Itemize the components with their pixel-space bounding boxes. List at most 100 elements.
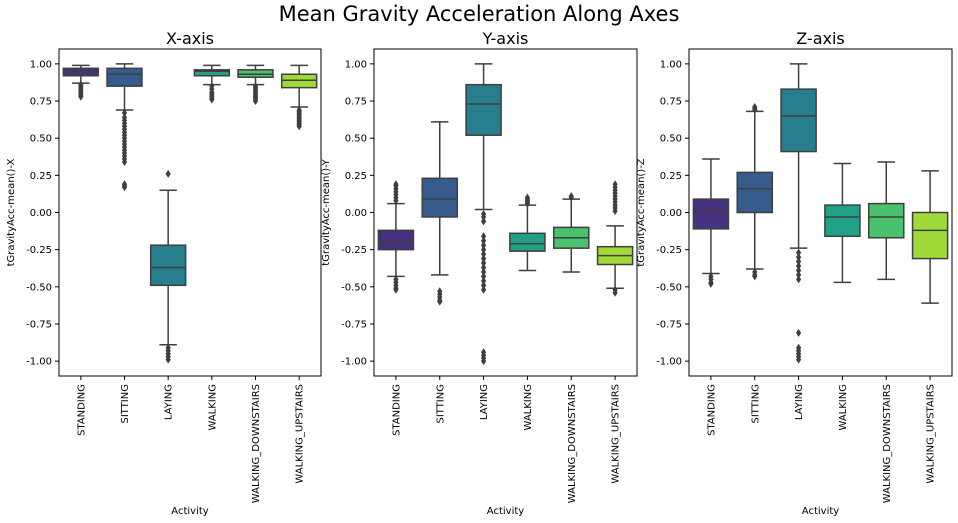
outlier-point xyxy=(480,272,487,281)
outlier-point xyxy=(121,157,128,166)
x-axis-label: Activity xyxy=(171,506,208,517)
x-tick-label: WALKING_DOWNSTAIRS xyxy=(251,384,262,503)
y-tick-label: 0.50 xyxy=(30,134,52,145)
outlier-point xyxy=(524,193,531,202)
outlier-point xyxy=(480,259,487,268)
outlier-point xyxy=(795,253,802,262)
x-axis-label: Activity xyxy=(487,506,524,517)
y-tick-label: -0.50 xyxy=(341,282,367,293)
outlier-point xyxy=(393,180,399,189)
outlier-point xyxy=(121,183,128,192)
y-tick-label: 0.25 xyxy=(30,171,52,182)
outlier-point xyxy=(795,257,802,266)
y-tick-label: 1.00 xyxy=(30,59,52,70)
box-body xyxy=(911,211,949,260)
box-sitting xyxy=(736,102,774,281)
figure-title: Mean Gravity Acceleration Along Axes xyxy=(278,2,680,26)
y-tick-label: -0.75 xyxy=(656,319,682,330)
box-body xyxy=(465,83,502,136)
box-body xyxy=(106,67,143,87)
y-axis-label: tGravityAcc-mean()-Z xyxy=(636,158,647,266)
outlier-point xyxy=(612,288,618,297)
y-axis-label: tGravityAcc-mean()-Y xyxy=(321,158,332,265)
box-standing xyxy=(62,64,100,101)
outlier-point xyxy=(437,297,443,306)
x-tick-label: LAYING xyxy=(479,384,490,420)
x-tick-label: LAYING xyxy=(164,384,175,420)
panel-1: X-axis -1.00 -0.75 -0.50 -0.25 0.00 0.25 0.50 0.… xyxy=(6,29,322,517)
box-body xyxy=(736,171,774,214)
outlier-point xyxy=(752,102,758,111)
box-body xyxy=(824,204,861,238)
outlier-point xyxy=(480,250,487,259)
y-tick-label: -0.25 xyxy=(26,245,52,256)
panel-2: Y-axis -1.00 -0.75 -0.50 -0.25 0.00 0.25 0.50 0.… xyxy=(321,29,638,517)
outlier-point xyxy=(795,328,802,337)
y-tick-label: -0.25 xyxy=(656,245,682,256)
x-tick-label: WALKING xyxy=(207,384,218,431)
box-walking xyxy=(193,64,231,104)
outlier-point xyxy=(480,212,487,221)
outlier-point xyxy=(795,262,802,271)
y-tick-label: -0.50 xyxy=(656,282,682,293)
outlier-point xyxy=(480,236,487,245)
outlier-point xyxy=(121,108,128,117)
y-tick-label: 1.00 xyxy=(345,59,367,70)
panel-title: Y-axis xyxy=(482,29,529,48)
box-body xyxy=(509,232,546,252)
y-tick-label: -0.75 xyxy=(341,319,367,330)
y-tick-label: 0.00 xyxy=(345,208,367,219)
box-body xyxy=(867,202,905,239)
box-body xyxy=(780,88,817,153)
y-tick-label: -0.50 xyxy=(26,282,52,293)
box-sitting xyxy=(106,63,143,192)
y-tick-label: 0.75 xyxy=(660,97,682,108)
outlier-point xyxy=(795,275,802,284)
x-tick-label: WALKING_UPSTAIRS xyxy=(295,384,306,484)
y-tick-label: 0.25 xyxy=(345,171,367,182)
x-tick-label: STANDING xyxy=(391,384,402,436)
box-standing xyxy=(692,158,730,288)
outlier-point xyxy=(480,285,487,294)
outlier-point xyxy=(708,279,714,288)
outlier-point xyxy=(480,241,487,250)
panel-title: X-axis xyxy=(166,29,214,48)
box-laying xyxy=(149,169,187,364)
box-standing xyxy=(377,180,415,294)
y-tick-label: 0.50 xyxy=(345,134,367,145)
box-walking xyxy=(509,193,546,272)
x-tick-label: WALKING xyxy=(838,384,849,431)
x-tick-label: SITTING xyxy=(435,384,446,424)
outlier-point xyxy=(795,248,802,257)
outlier-point xyxy=(795,270,802,279)
box-body xyxy=(421,177,459,218)
panel-title: Z-axis xyxy=(796,29,845,48)
outlier-point xyxy=(612,207,618,216)
box-walking-upstairs xyxy=(911,170,949,304)
box-body xyxy=(149,244,187,287)
outlier-point xyxy=(393,285,399,294)
x-tick-label: SITTING xyxy=(750,384,761,424)
box-walking-downstairs xyxy=(237,64,274,106)
y-tick-label: 0.00 xyxy=(660,208,682,219)
x-tick-label: WALKING_DOWNSTAIRS xyxy=(567,384,578,503)
x-tick-label: WALKING_UPSTAIRS xyxy=(611,384,622,484)
box-walking-upstairs xyxy=(280,64,318,131)
x-axis-label: Activity xyxy=(802,506,839,517)
x-tick-label: STANDING xyxy=(76,384,87,436)
y-tick-label: 0.25 xyxy=(660,171,682,182)
outlier-point xyxy=(795,355,802,364)
box-sitting xyxy=(421,121,459,306)
y-axis-label: tGravityAcc-mean()-X xyxy=(6,158,17,266)
outlier-point xyxy=(480,267,487,276)
y-tick-label: 0.75 xyxy=(30,97,52,108)
outlier-point xyxy=(752,272,758,281)
outlier-point xyxy=(480,245,487,254)
x-tick-label: WALKING_UPSTAIRS xyxy=(926,384,937,484)
outlier-point xyxy=(480,276,487,285)
y-tick-label: 1.00 xyxy=(660,59,682,70)
x-tick-label: LAYING xyxy=(794,384,805,420)
box-laying xyxy=(780,63,817,364)
x-tick-label: WALKING xyxy=(523,384,534,431)
